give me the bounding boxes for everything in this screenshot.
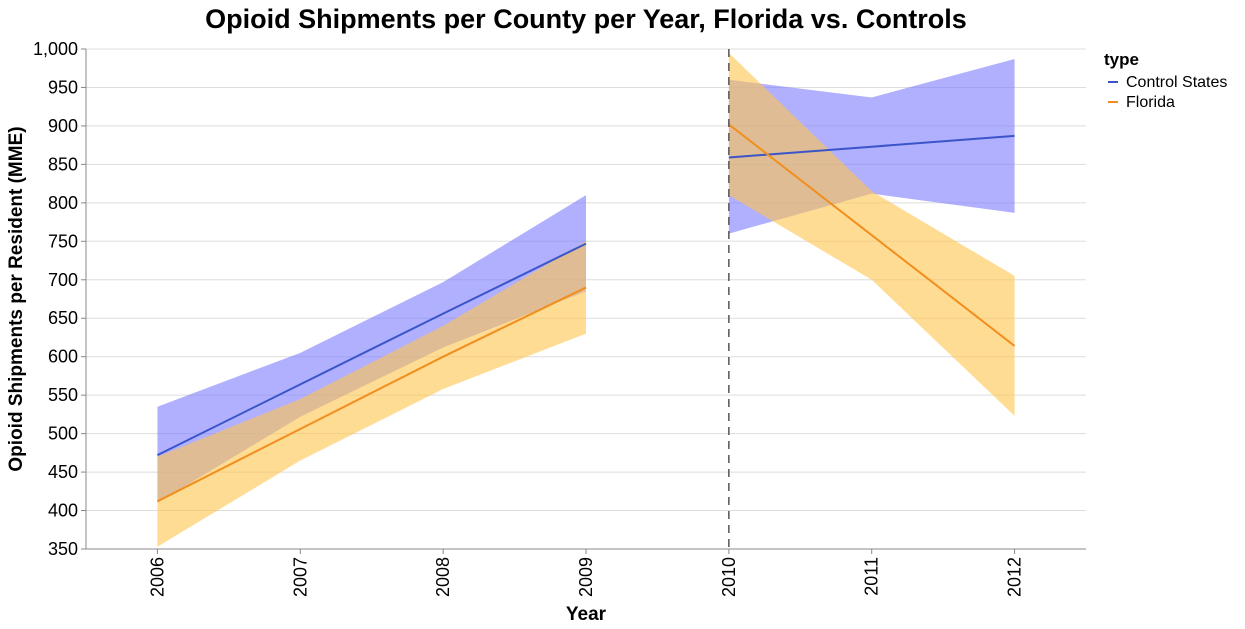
y-tick-label: 750 bbox=[48, 231, 78, 251]
band-florida bbox=[157, 241, 586, 547]
y-tick-label: 850 bbox=[48, 154, 78, 174]
x-tick-label: 2007 bbox=[290, 557, 310, 597]
y-tick-label: 500 bbox=[48, 424, 78, 444]
y-tick-label: 950 bbox=[48, 77, 78, 97]
y-tick-label: 350 bbox=[48, 539, 78, 559]
y-tick-label: 900 bbox=[48, 116, 78, 136]
x-tick-label: 2008 bbox=[433, 557, 453, 597]
line-control-states bbox=[728, 134, 1015, 159]
legend: type Control States Florida bbox=[1104, 50, 1227, 111]
line-control-states bbox=[156, 242, 587, 457]
legend-label: Control States bbox=[1126, 74, 1227, 91]
legend-title: type bbox=[1104, 50, 1139, 69]
y-tick-label: 1,000 bbox=[33, 39, 78, 59]
y-tick-label: 650 bbox=[48, 308, 78, 328]
line-florida bbox=[156, 286, 587, 503]
legend-label: Florida bbox=[1126, 94, 1175, 111]
axes: 350 400 450 500 550 600 650 700 750 800 850 900 950 1… bbox=[33, 39, 1086, 597]
y-tick-label: 550 bbox=[48, 385, 78, 405]
x-tick-label: 2012 bbox=[1005, 557, 1025, 597]
y-tick-label: 600 bbox=[48, 347, 78, 367]
y-tick-label: 400 bbox=[48, 501, 78, 521]
y-tick-label: 450 bbox=[48, 462, 78, 482]
chart-title: Opioid Shipments per County per Year, Fl… bbox=[205, 4, 967, 34]
line-florida bbox=[728, 123, 1016, 347]
y-axis-title: Opioid Shipments per Resident (MME) bbox=[6, 126, 27, 471]
x-tick-label: 2010 bbox=[719, 557, 739, 597]
x-tick-label: 2011 bbox=[862, 557, 882, 596]
y-tick-label: 800 bbox=[48, 193, 78, 213]
x-tick-label: 2009 bbox=[576, 557, 596, 597]
y-tick-label: 700 bbox=[48, 270, 78, 290]
x-axis-title: Year bbox=[566, 604, 607, 625]
x-tick-label: 2006 bbox=[147, 557, 167, 597]
series-lines bbox=[156, 123, 1016, 503]
confidence-bands bbox=[157, 52, 1015, 547]
